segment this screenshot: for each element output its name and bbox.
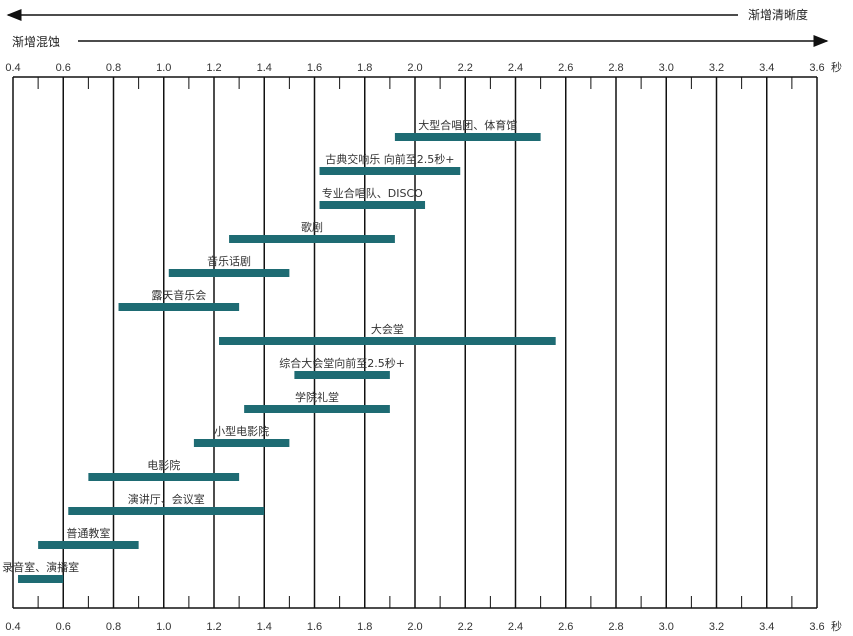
x-tick-label-bottom: 1.8 <box>357 621 372 633</box>
clarity-label: 渐增清晰度 <box>748 7 808 22</box>
x-tick-label-bottom: 0.6 <box>56 621 71 633</box>
range-bar <box>118 303 240 311</box>
range-bar <box>193 439 290 447</box>
range-bar-label: 普通教室 <box>66 526 110 540</box>
x-unit-top: 秒 <box>831 60 842 74</box>
x-tick-label-top: 2.8 <box>608 62 623 74</box>
range-bar <box>88 473 240 481</box>
x-tick-label-bottom: 3.0 <box>659 621 674 633</box>
range-bar <box>18 575 64 583</box>
range-bar <box>38 541 139 549</box>
range-bar-label: 演讲厅、会议室 <box>128 492 205 506</box>
range-bar-label: 歌剧 <box>301 220 323 234</box>
range-bar-label: 录音室、演播室 <box>2 560 79 574</box>
range-bar-label: 大会堂 <box>371 322 404 336</box>
range-bar <box>219 337 556 345</box>
range-bar <box>168 269 290 277</box>
x-unit-bottom: 秒 <box>831 619 842 633</box>
range-bar-label: 音乐话剧 <box>207 254 251 268</box>
x-tick-label-bottom: 2.2 <box>458 621 473 633</box>
range-bar-label: 大型合唱团、体育馆 <box>418 118 517 132</box>
x-tick-label-top: 0.6 <box>56 62 71 74</box>
range-bar-label: 综合大会堂向前至2.5秒+ <box>279 356 405 370</box>
range-bar <box>68 507 265 515</box>
x-tick-label-bottom: 2.0 <box>407 621 422 633</box>
range-bar-label: 电影院 <box>147 458 180 472</box>
x-tick-label-top: 1.8 <box>357 62 372 74</box>
x-tick-label-bottom: 3.4 <box>759 621 774 633</box>
x-tick-label-bottom: 2.8 <box>608 621 623 633</box>
x-tick-label-bottom: 1.2 <box>206 621 221 633</box>
x-tick-label-top: 3.0 <box>659 62 674 74</box>
x-tick-label-top: 0.8 <box>106 62 121 74</box>
x-tick-label-bottom: 1.4 <box>257 621 272 633</box>
x-tick-label-bottom: 3.2 <box>709 621 724 633</box>
x-tick-label-top: 2.2 <box>458 62 473 74</box>
x-tick-label-top: 3.2 <box>709 62 724 74</box>
x-tick-label-bottom: 2.4 <box>508 621 523 633</box>
range-bar <box>229 235 395 243</box>
range-bar-label: 古典交响乐 向前至2.5秒+ <box>325 152 454 166</box>
range-bar-label: 专业合唱队、DISCO <box>322 186 423 200</box>
x-tick-label-bottom: 1.0 <box>156 621 171 633</box>
x-tick-label-bottom: 3.6 <box>809 621 824 633</box>
range-bar <box>244 405 390 413</box>
range-bar <box>319 167 461 175</box>
x-tick-label-top: 3.6 <box>809 62 824 74</box>
x-tick-label-top: 2.0 <box>407 62 422 74</box>
x-tick-label-top: 1.4 <box>257 62 272 74</box>
x-tick-label-top: 1.2 <box>206 62 221 74</box>
x-tick-label-top: 1.6 <box>307 62 322 74</box>
range-bar <box>294 371 390 379</box>
x-tick-label-top: 2.6 <box>558 62 573 74</box>
x-tick-label-top: 1.0 <box>156 62 171 74</box>
axes: 0.4 0.4 0.6 0.6 0.8 0.8 1.0 1.0 1.2 1.2 1.4 1.4 1.6 1… <box>5 60 842 633</box>
x-tick-label-bottom: 1.6 <box>307 621 322 633</box>
range-bar <box>319 201 426 209</box>
x-tick-label-top: 0.4 <box>5 62 20 74</box>
x-tick-label-top: 2.4 <box>508 62 523 74</box>
range-bar-label: 露天音乐会 <box>151 288 206 302</box>
x-tick-label-bottom: 0.8 <box>106 621 121 633</box>
turbidity-label: 渐增混蚀 <box>12 35 60 49</box>
x-tick-label-bottom: 0.4 <box>5 621 20 633</box>
range-bar-label: 学院礼堂 <box>295 390 339 404</box>
x-tick-label-top: 3.4 <box>759 62 774 74</box>
range-bar <box>394 133 541 141</box>
x-tick-label-bottom: 2.6 <box>558 621 573 633</box>
range-bar-label: 小型电影院 <box>214 424 269 438</box>
